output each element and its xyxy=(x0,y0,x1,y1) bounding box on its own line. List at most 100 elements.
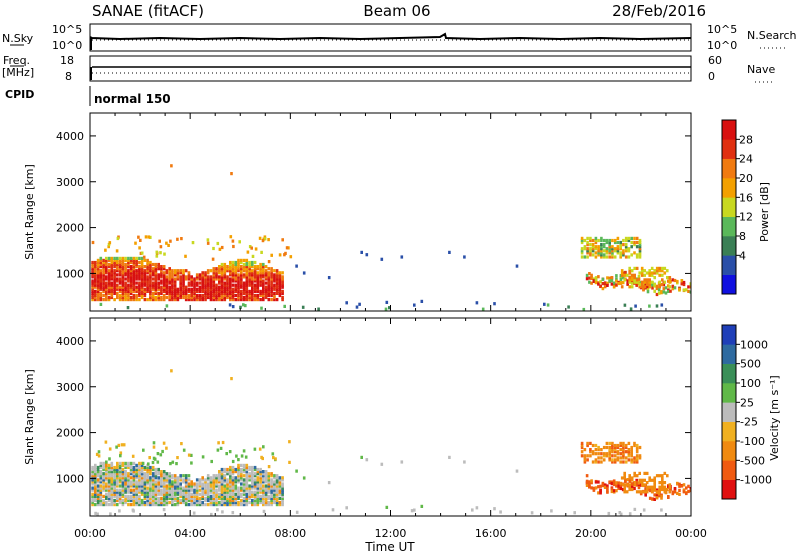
range-cell xyxy=(663,487,667,492)
range-cell xyxy=(218,277,221,281)
range-cell xyxy=(515,264,519,268)
range-cell xyxy=(619,247,622,251)
range-cell xyxy=(168,279,171,283)
range-cell xyxy=(678,484,681,488)
range-cell xyxy=(126,306,130,310)
range-cell xyxy=(212,283,216,287)
range-cell xyxy=(193,490,196,494)
range-cell xyxy=(151,490,155,494)
range-cell xyxy=(662,283,666,287)
range-cell xyxy=(251,265,254,269)
range-cell xyxy=(159,453,163,457)
range-cell xyxy=(151,467,155,472)
range-cell xyxy=(626,279,629,283)
range-cell xyxy=(99,492,103,496)
range-cell xyxy=(110,490,114,494)
range-cell xyxy=(165,503,169,507)
range-cell xyxy=(209,496,213,500)
range-cell xyxy=(184,291,188,295)
range-cell xyxy=(253,480,257,484)
range-cell xyxy=(220,291,224,295)
range-cell xyxy=(146,267,149,271)
range-cell xyxy=(91,492,94,496)
range-cell xyxy=(248,298,251,302)
range-cell xyxy=(171,273,174,277)
range-cell xyxy=(96,277,100,281)
range-cell xyxy=(212,482,216,486)
range-cell xyxy=(140,492,144,496)
range-cell xyxy=(110,267,114,271)
range-cell xyxy=(218,289,221,293)
range-cell xyxy=(624,445,628,450)
range-cell xyxy=(124,256,127,260)
range-cell xyxy=(231,480,235,484)
range-cell xyxy=(242,503,246,507)
range-cell xyxy=(160,492,163,496)
range-cell xyxy=(143,291,147,295)
range-cell xyxy=(226,498,229,503)
range-cell xyxy=(608,276,611,280)
range-cell xyxy=(248,277,251,281)
range-cell xyxy=(107,275,111,279)
range-cell xyxy=(223,287,227,291)
range-cell xyxy=(302,476,306,480)
range-cell xyxy=(146,260,149,265)
range-cell xyxy=(91,498,94,503)
range-cell xyxy=(245,498,249,503)
range-cell xyxy=(184,496,188,500)
range-cell xyxy=(275,480,279,484)
range-cell xyxy=(96,285,100,289)
range-cell xyxy=(135,494,138,498)
range-cell xyxy=(159,245,163,249)
range-cell xyxy=(105,298,108,302)
range-cell xyxy=(171,283,174,287)
range-cell xyxy=(173,273,177,277)
range-cell xyxy=(179,289,182,293)
range-cell xyxy=(102,271,105,275)
range-cell xyxy=(400,460,404,464)
range-cell xyxy=(245,277,249,281)
range-cell xyxy=(610,489,614,494)
range-cell xyxy=(151,281,155,285)
range-cell xyxy=(635,266,639,270)
range-cell xyxy=(198,295,202,300)
range-cell xyxy=(149,269,152,273)
range-cell xyxy=(204,492,207,496)
range-cell xyxy=(110,256,114,260)
range-cell xyxy=(234,467,238,472)
range-cell xyxy=(138,463,141,467)
range-cell xyxy=(231,482,235,486)
range-cell xyxy=(212,269,216,273)
range-cell xyxy=(590,486,593,490)
range-cell xyxy=(168,492,171,496)
range-cell xyxy=(140,251,144,255)
range-cell xyxy=(592,279,596,283)
range-cell xyxy=(190,494,193,498)
range-cell xyxy=(270,496,273,500)
range-cell xyxy=(149,490,152,494)
range-cell xyxy=(627,458,631,462)
range-cell xyxy=(267,478,271,482)
range-cell xyxy=(676,481,679,485)
range-cell xyxy=(173,287,177,291)
range-cell xyxy=(580,247,584,251)
range-cell xyxy=(220,500,224,505)
range-cell xyxy=(630,452,633,456)
range-cell xyxy=(110,486,114,490)
range-cell xyxy=(201,492,204,496)
range-cell xyxy=(94,291,97,295)
range-cell xyxy=(603,485,607,489)
range-cell xyxy=(195,488,199,492)
range-cell xyxy=(149,476,152,480)
range-cell xyxy=(176,293,180,298)
range-cell xyxy=(234,275,238,279)
range-cell xyxy=(113,478,116,482)
range-cell xyxy=(119,451,123,455)
range-cell xyxy=(132,283,136,287)
range-cell xyxy=(229,262,232,267)
range-cell xyxy=(240,467,243,472)
range-cell xyxy=(124,484,127,488)
range-cell xyxy=(168,482,171,486)
range-cell xyxy=(138,277,141,281)
y-tick-label: 3000 xyxy=(56,176,84,189)
